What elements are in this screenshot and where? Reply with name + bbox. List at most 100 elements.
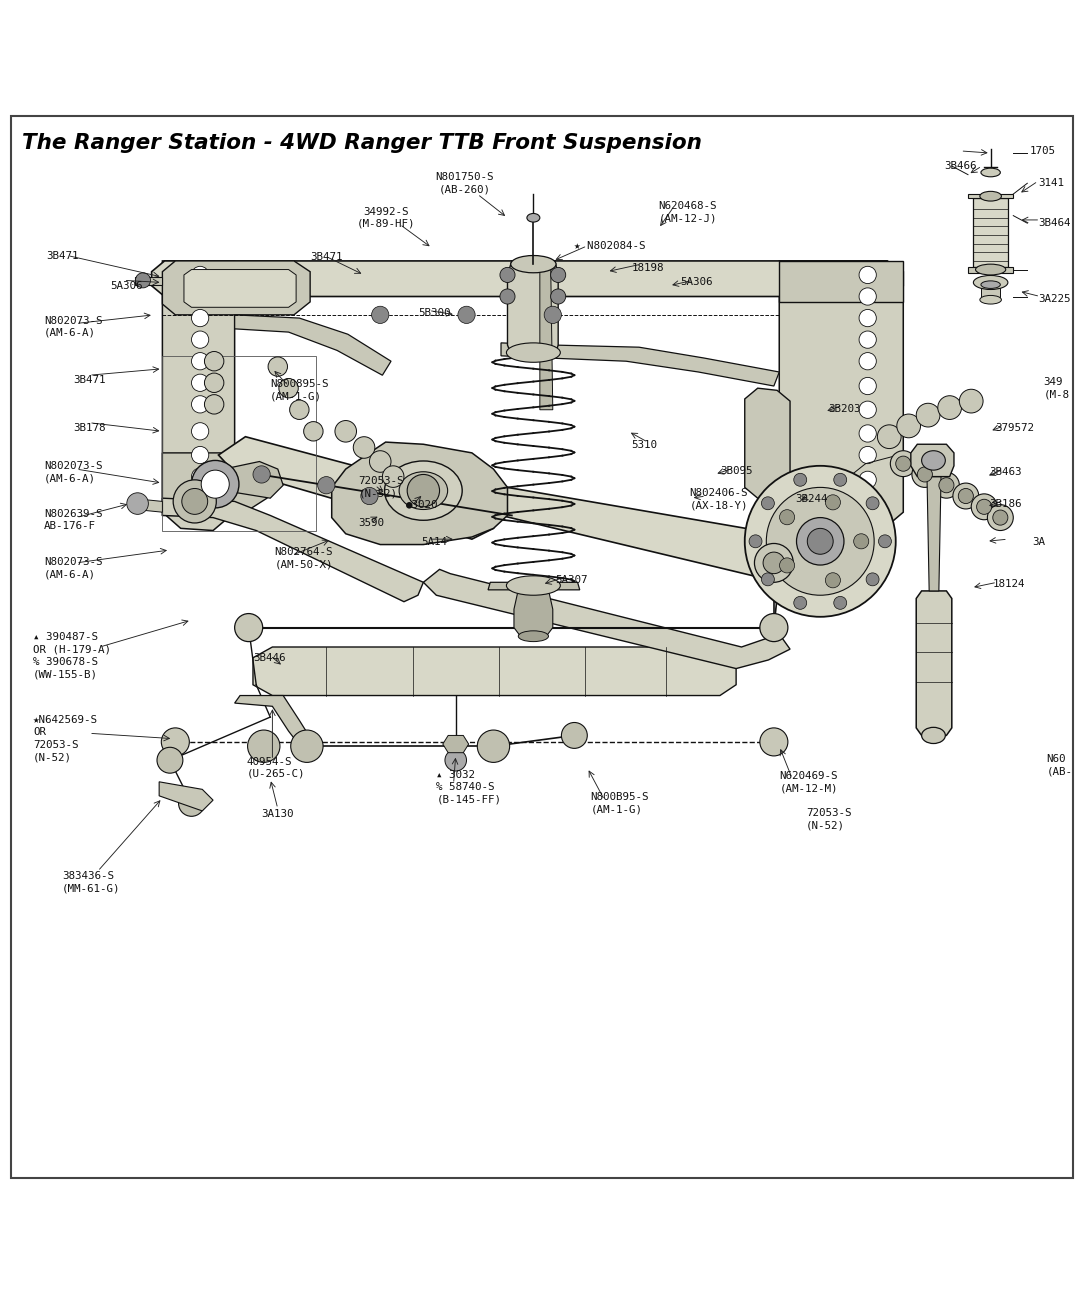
Circle shape — [192, 285, 209, 302]
Circle shape — [500, 289, 515, 304]
Ellipse shape — [511, 344, 556, 361]
Circle shape — [192, 461, 238, 507]
Circle shape — [202, 470, 229, 498]
Ellipse shape — [385, 461, 462, 520]
Polygon shape — [163, 453, 267, 515]
Circle shape — [551, 289, 566, 304]
Text: 3141: 3141 — [1038, 179, 1064, 188]
Polygon shape — [163, 261, 310, 314]
Circle shape — [779, 510, 795, 525]
Circle shape — [912, 462, 938, 488]
Circle shape — [279, 378, 298, 397]
Circle shape — [205, 352, 224, 371]
Circle shape — [551, 268, 566, 282]
Circle shape — [760, 613, 788, 642]
Text: ▴ 3032
% 58740-S
(B-145-FF): ▴ 3032 % 58740-S (B-145-FF) — [437, 770, 501, 805]
Polygon shape — [136, 277, 163, 285]
Circle shape — [793, 474, 806, 487]
Polygon shape — [968, 194, 1014, 198]
Text: N620469-S
(AM-12-M): N620469-S (AM-12-M) — [779, 771, 838, 793]
Circle shape — [895, 455, 911, 471]
Text: 3B203: 3B203 — [828, 404, 861, 414]
Circle shape — [335, 421, 357, 443]
Circle shape — [157, 748, 183, 774]
Text: N60
(AB-: N60 (AB- — [1047, 754, 1073, 776]
Circle shape — [825, 494, 840, 510]
Ellipse shape — [511, 255, 556, 273]
Circle shape — [192, 374, 209, 391]
Text: 383436-S
(MM-61-G): 383436-S (MM-61-G) — [62, 871, 120, 893]
Polygon shape — [130, 498, 163, 512]
Circle shape — [825, 573, 840, 587]
Text: 379572: 379572 — [995, 423, 1034, 433]
Circle shape — [988, 505, 1014, 531]
Ellipse shape — [921, 727, 945, 744]
Ellipse shape — [981, 281, 1001, 289]
Circle shape — [247, 730, 280, 762]
Circle shape — [917, 467, 932, 481]
Circle shape — [544, 307, 562, 324]
Text: N800895-S
(AM-1-G): N800895-S (AM-1-G) — [270, 379, 328, 401]
Text: 3B464: 3B464 — [1038, 219, 1071, 228]
Circle shape — [383, 466, 404, 488]
Text: N802073-S
(AM-6-A): N802073-S (AM-6-A) — [43, 461, 102, 484]
Text: N801750-S
(AB-260): N801750-S (AB-260) — [435, 172, 493, 194]
Circle shape — [318, 476, 335, 494]
Polygon shape — [501, 343, 779, 386]
Circle shape — [182, 488, 208, 514]
Circle shape — [353, 436, 375, 458]
Polygon shape — [745, 388, 790, 498]
Circle shape — [859, 309, 876, 326]
Circle shape — [977, 499, 992, 514]
Polygon shape — [911, 444, 954, 476]
Circle shape — [859, 424, 876, 443]
Circle shape — [993, 510, 1008, 525]
Circle shape — [304, 422, 323, 441]
Circle shape — [953, 483, 979, 509]
Circle shape — [192, 352, 209, 370]
Circle shape — [205, 373, 224, 392]
Text: 3B446: 3B446 — [253, 652, 285, 663]
Text: 5A306: 5A306 — [680, 277, 712, 287]
Ellipse shape — [981, 168, 1001, 177]
Polygon shape — [916, 591, 952, 735]
Circle shape — [477, 730, 509, 762]
Ellipse shape — [921, 450, 945, 470]
Text: 3B186: 3B186 — [990, 498, 1022, 509]
Circle shape — [192, 488, 209, 505]
Circle shape — [760, 729, 788, 756]
Text: 3A: 3A — [1033, 537, 1046, 547]
Circle shape — [933, 472, 959, 498]
Circle shape — [192, 309, 209, 326]
Circle shape — [859, 446, 876, 463]
Polygon shape — [163, 498, 424, 602]
Circle shape — [234, 613, 262, 642]
Text: N802764-S
(AM-50-X): N802764-S (AM-50-X) — [274, 547, 333, 569]
Text: 3B463: 3B463 — [990, 467, 1022, 477]
Text: 34992-S
(M-89-HF): 34992-S (M-89-HF) — [357, 207, 415, 229]
Polygon shape — [442, 735, 468, 753]
Circle shape — [179, 791, 205, 817]
Polygon shape — [973, 198, 1008, 268]
Text: N802406-S
(AX-18-Y): N802406-S (AX-18-Y) — [689, 488, 748, 510]
Ellipse shape — [980, 295, 1002, 304]
Text: 3B471: 3B471 — [46, 251, 78, 260]
Circle shape — [866, 497, 879, 510]
Text: 40954-S
(U-265-C): 40954-S (U-265-C) — [246, 757, 305, 779]
Text: 5A307: 5A307 — [555, 575, 588, 585]
Ellipse shape — [506, 576, 560, 595]
Ellipse shape — [506, 343, 560, 362]
Circle shape — [859, 267, 876, 283]
Text: N800B95-S
(AM-1-G): N800B95-S (AM-1-G) — [591, 792, 649, 815]
Circle shape — [192, 396, 209, 413]
Text: ●3020: ●3020 — [406, 499, 439, 510]
Circle shape — [253, 466, 270, 483]
Circle shape — [192, 468, 209, 485]
Circle shape — [854, 533, 868, 549]
Circle shape — [761, 497, 774, 510]
Circle shape — [766, 488, 874, 595]
Polygon shape — [927, 476, 941, 591]
Text: 3B178: 3B178 — [73, 423, 105, 433]
Polygon shape — [253, 647, 736, 696]
Circle shape — [370, 450, 391, 472]
